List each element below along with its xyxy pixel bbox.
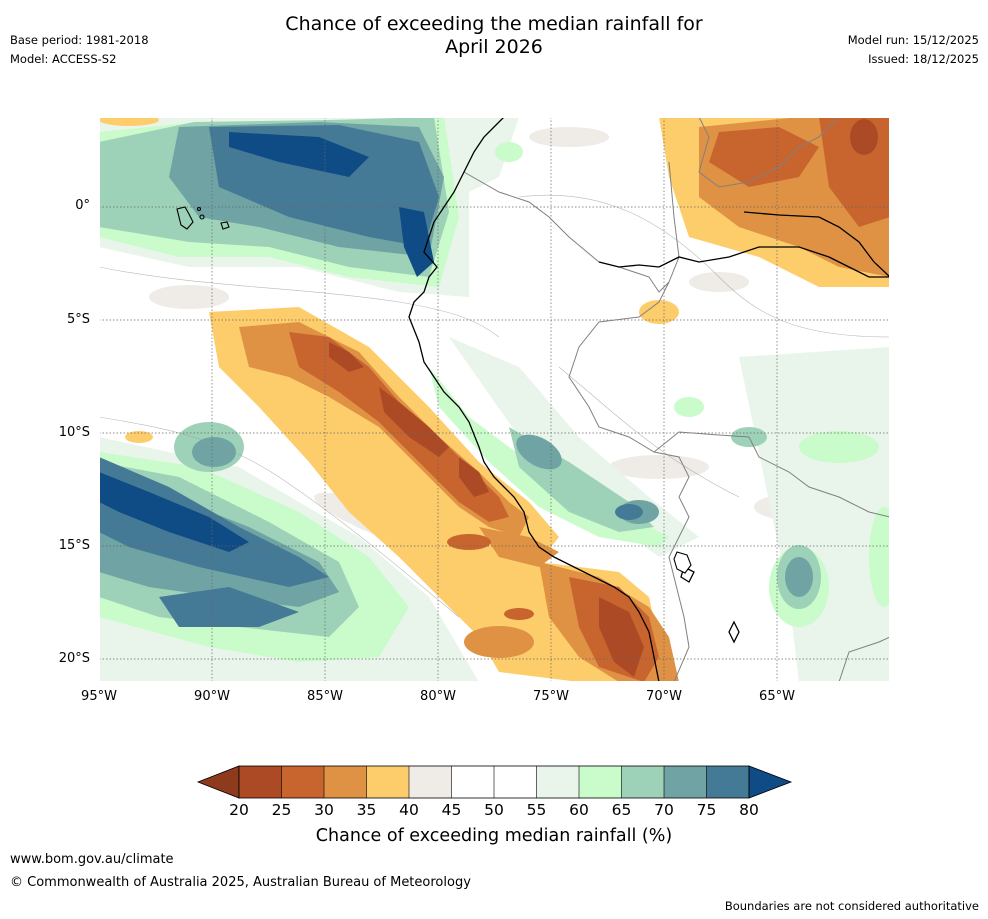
colorbar-35-40 xyxy=(366,766,409,798)
lat-label-15s: 15°S xyxy=(58,538,90,553)
colorbar-25-30 xyxy=(281,766,324,798)
colorbar-tick-55: 55 xyxy=(526,801,547,819)
colorbar-50-55 xyxy=(494,766,537,798)
lon-label-65w: 65°W xyxy=(759,689,795,704)
coastlines xyxy=(408,117,890,682)
colorbar-65-70 xyxy=(621,766,664,798)
title-line-2: April 2026 xyxy=(445,36,543,58)
colorbar-tick-20: 20 xyxy=(229,801,249,819)
title-line-1: Chance of exceeding the median rainfall … xyxy=(285,13,703,35)
lat-label-20s: 20°S xyxy=(58,651,90,666)
colorbar-tick-60: 60 xyxy=(569,801,589,819)
dark-brown-zones xyxy=(329,119,878,677)
country-borders xyxy=(463,117,890,682)
colorbar-55-60 xyxy=(536,766,579,798)
lat-label-0: 0° xyxy=(75,198,90,213)
lon-label-95w: 95°W xyxy=(81,689,117,704)
colorbar-45-50 xyxy=(451,766,494,798)
footer-copyright: © Commonwealth of Australia 2025, Austra… xyxy=(10,875,471,890)
colorbar-tick-25: 25 xyxy=(271,801,292,819)
colorbar-tick-65: 65 xyxy=(611,801,632,819)
lon-label-75w: 75°W xyxy=(533,689,569,704)
colorbar-40-45 xyxy=(409,766,452,798)
colorbar-tick-75: 75 xyxy=(696,801,717,819)
colorbar-tick-50: 50 xyxy=(484,801,504,819)
colorbar-tick-40: 40 xyxy=(399,801,419,819)
lat-label-5s: 5°S xyxy=(66,312,90,327)
issued-label: Issued: 18/12/2025 xyxy=(868,52,979,66)
colorbar-70-75 xyxy=(664,766,707,798)
colorbar-75-80 xyxy=(706,766,749,798)
model-run-label: Model run: 15/12/2025 xyxy=(847,33,979,47)
colorbar-below-20 xyxy=(196,765,240,799)
galapagos-islands xyxy=(176,206,230,230)
colorbar-30-35 xyxy=(324,766,367,798)
base-period-label: Base period: 1981-2018 xyxy=(10,33,149,47)
colorbar-tick-80: 80 xyxy=(739,801,759,819)
colorbar-tick-35: 35 xyxy=(356,801,377,819)
map-frame xyxy=(99,117,890,682)
colorbar-tick-30: 30 xyxy=(314,801,334,819)
dark-blue-zones xyxy=(99,132,434,552)
footer-url: www.bom.gov.au/climate xyxy=(10,852,174,867)
colorbar-tick-70: 70 xyxy=(654,801,674,819)
lon-label-85w: 85°W xyxy=(307,689,343,704)
lon-label-80w: 80°W xyxy=(420,689,456,704)
colorbar-60-65 xyxy=(579,766,622,798)
colorbar-dividers xyxy=(281,766,707,798)
contour-lines xyxy=(99,194,890,618)
colorbar xyxy=(196,765,793,799)
colorbar-tick-45: 45 xyxy=(441,801,462,819)
lake-titicaca xyxy=(673,551,692,574)
rainfall-map xyxy=(99,117,890,682)
gridlines xyxy=(99,117,890,682)
lat-label-10s: 10°S xyxy=(58,425,90,440)
model-label: Model: ACCESS-S2 xyxy=(10,52,117,66)
lon-label-90w: 90°W xyxy=(194,689,230,704)
lon-label-70w: 70°W xyxy=(646,689,682,704)
colorbar-title: Chance of exceeding median rainfall (%) xyxy=(315,826,673,846)
map-title: Chance of exceeding the median rainfall … xyxy=(0,13,988,59)
footer-disclaimer: Boundaries are not considered authoritat… xyxy=(724,899,979,913)
colorbar-20-25 xyxy=(239,766,282,798)
colorbar-above-80 xyxy=(748,765,793,799)
